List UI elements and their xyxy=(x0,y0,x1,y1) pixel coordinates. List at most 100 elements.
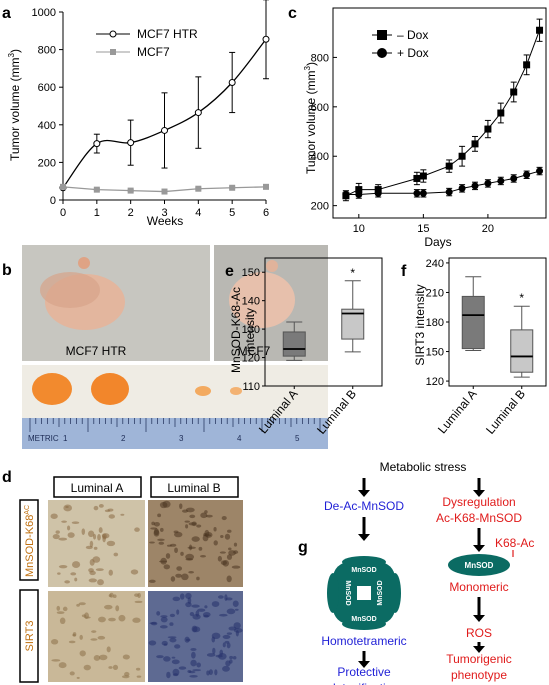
arrow-stress-left-head xyxy=(358,490,370,497)
cell-nucleus xyxy=(148,579,156,583)
data-point-minus-dox xyxy=(536,26,544,34)
cell-nucleus xyxy=(74,577,78,582)
cell-nucleus xyxy=(81,614,87,618)
cell-nucleus xyxy=(108,569,113,576)
cell-nucleus xyxy=(188,522,197,526)
legend-label-minus-dox: – Dox xyxy=(397,28,428,42)
cell-nucleus xyxy=(106,646,111,653)
cell-nucleus xyxy=(235,630,239,637)
cell-nucleus xyxy=(200,554,206,558)
cell-nucleus xyxy=(56,611,65,614)
data-point-minus-dox xyxy=(458,152,466,160)
legend-marker-mcf7 xyxy=(110,49,116,55)
cell-nucleus xyxy=(233,542,238,547)
cell-nucleus xyxy=(135,667,141,671)
cell-nucleus xyxy=(222,634,231,639)
cell-nucleus xyxy=(169,637,177,643)
col-header-box-luminal-a xyxy=(53,476,142,498)
label-ac-k68-mnsod: Ac-K68-MnSOD xyxy=(436,511,522,525)
diagram-arrows xyxy=(358,478,485,668)
y-tick-label-e: 130 xyxy=(242,324,260,336)
panel-letter-c: c xyxy=(288,5,297,22)
plot-frame-e xyxy=(264,257,383,387)
cell-nucleus xyxy=(69,671,75,676)
ruler-ticks xyxy=(29,418,321,432)
cell-nucleus xyxy=(203,534,212,537)
data-point-mcf7-htr xyxy=(194,109,202,117)
box-f xyxy=(461,295,485,350)
data-point-minus-dox xyxy=(419,172,427,180)
y-tick-label-f: 180 xyxy=(426,317,444,329)
cell-nucleus xyxy=(219,551,226,554)
cell-nucleus xyxy=(181,573,189,581)
cell-nucleus xyxy=(226,632,232,635)
cell-nucleus xyxy=(56,605,61,611)
cell-nucleus xyxy=(234,608,239,611)
y-tick-label-f: 120 xyxy=(426,376,444,388)
label-dysregulation: Dysregulation xyxy=(442,495,515,509)
label-phenotype: phenotype xyxy=(451,668,507,682)
panel-g: g Metabolic stress De-Ac-MnSOD Dysregula… xyxy=(298,460,534,685)
series-line-minus-dox xyxy=(345,30,541,197)
legend-label-plus-dox: + Dox xyxy=(397,46,429,60)
cell-nucleus xyxy=(76,603,80,607)
ruler-metric-label: METRIC xyxy=(28,434,59,443)
cell-nucleus xyxy=(170,576,176,582)
cell-nucleus xyxy=(222,665,230,672)
legend-marker-plus-dox xyxy=(377,48,387,58)
cell-nucleus xyxy=(108,617,116,622)
y-tick-label-f: 210 xyxy=(426,287,444,299)
cell-nucleus xyxy=(163,564,171,570)
y-axis-label-a: Tumor volume (mm3) xyxy=(7,49,22,161)
cell-nucleus xyxy=(148,640,157,646)
cell-nucleus xyxy=(89,570,96,576)
y-axis-label-e: MnSOD-K68-Acintensity xyxy=(229,287,257,373)
cell-nucleus xyxy=(176,609,180,615)
data-point-mcf7 xyxy=(127,187,134,194)
data-point-mcf7 xyxy=(161,188,168,195)
cell-nucleus xyxy=(179,503,183,510)
cell-nucleus xyxy=(204,605,208,609)
data-point-minus-dox xyxy=(471,140,479,148)
cell-nucleus xyxy=(71,521,80,525)
cell-nucleus xyxy=(52,533,60,540)
cell-nucleus xyxy=(88,578,97,583)
cell-nucleus xyxy=(219,613,228,617)
cell-nucleus xyxy=(157,538,165,541)
row-label-box-mnsod xyxy=(19,499,39,581)
x-tick-label-c: 15 xyxy=(417,223,429,235)
panel-letter-d: d xyxy=(2,469,12,486)
cell-nucleus xyxy=(50,513,58,519)
data-point-plus-dox xyxy=(484,179,492,187)
cell-nucleus xyxy=(124,671,130,677)
cell-nucleus xyxy=(92,556,101,563)
tetramer-shape: MnSOD MnSOD MnSOD MnSOD xyxy=(327,556,401,630)
tumor-3 xyxy=(195,386,211,396)
cell-nucleus xyxy=(51,659,61,662)
cell-nucleus xyxy=(71,561,81,568)
cell-nucleus xyxy=(85,545,93,550)
tetramer-label-left: MnSOD xyxy=(344,580,351,605)
cell-nucleus xyxy=(153,521,160,527)
cell-nucleus xyxy=(58,662,67,669)
histology-mnsod-luminal-a xyxy=(48,500,145,587)
y-tick-label-a: 800 xyxy=(38,45,56,57)
y-tick-label-c: 400 xyxy=(311,151,329,163)
cell-nucleus xyxy=(222,560,230,567)
data-point-plus-dox xyxy=(510,174,518,182)
cell-nucleus xyxy=(62,606,68,612)
legend-marker-mcf7-htr xyxy=(109,30,117,38)
data-point-plus-dox xyxy=(374,189,382,197)
cell-nucleus xyxy=(65,505,69,509)
cell-nucleus xyxy=(163,643,168,646)
data-point-minus-dox xyxy=(413,174,421,182)
cell-nucleus xyxy=(98,616,106,623)
legend-marker-minus-dox xyxy=(377,30,387,40)
cell-nucleus xyxy=(50,639,59,645)
cell-nucleus xyxy=(159,501,168,509)
cell-nucleus xyxy=(169,543,177,547)
cell-nucleus xyxy=(104,604,113,610)
label-tumorigenic: Tumorigenic xyxy=(446,652,512,666)
cell-nucleus xyxy=(228,547,232,551)
x-axis-label-a: Weeks xyxy=(147,214,183,228)
